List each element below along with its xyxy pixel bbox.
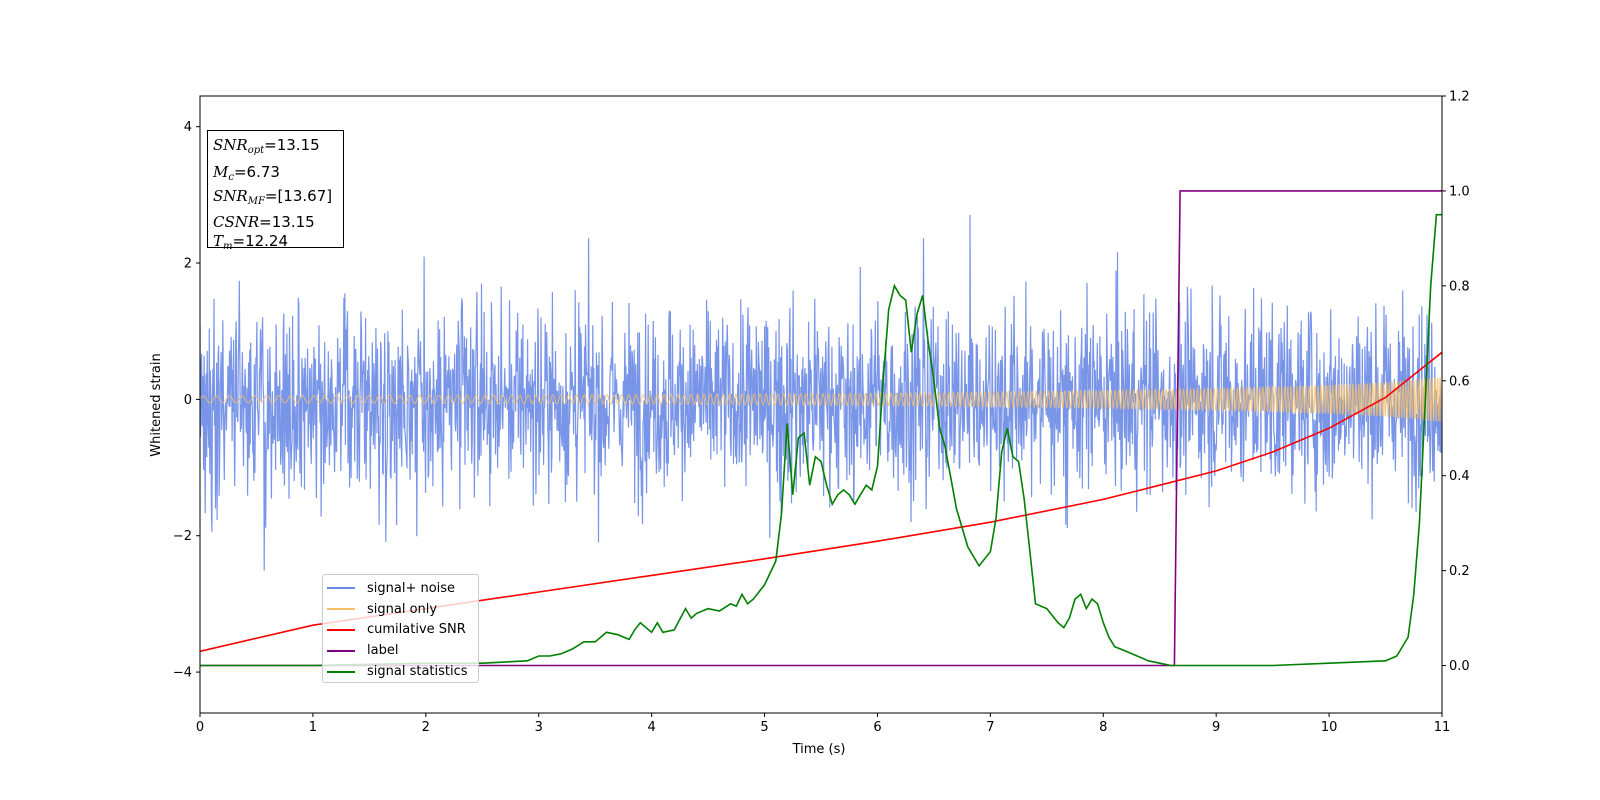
- series-signal-statistics-line: [200, 213, 1442, 667]
- legend-swatch: [327, 628, 355, 631]
- y-right-tick-label: 1.0: [1449, 184, 1470, 199]
- y-right-tick-label: 0.8: [1449, 279, 1470, 294]
- x-tick-label: 10: [1321, 720, 1338, 735]
- x-tick-label: 1: [309, 720, 317, 735]
- mc-text: Mc=6.73: [213, 162, 280, 183]
- legend-item-signal-noise: signal+ noise: [327, 578, 478, 599]
- series-signal-noise-line: [200, 214, 1442, 571]
- x-tick-label: 2: [422, 720, 430, 735]
- legend-swatch: [327, 608, 355, 611]
- legend-swatch: [327, 649, 355, 652]
- csnr-text: CSNR=13.15: [213, 212, 315, 231]
- legend: signal+ noise signal only cumilative SNR…: [322, 574, 479, 683]
- x-tick-label: 4: [647, 720, 655, 735]
- y-left-tick-label: −4: [173, 666, 192, 681]
- legend-swatch: [327, 587, 355, 590]
- legend-item-cumulative-snr: cumilative SNR: [327, 620, 478, 641]
- x-tick-label: 8: [1099, 720, 1107, 735]
- legend-swatch: [327, 670, 355, 673]
- tm-text: Tm=12.24: [213, 232, 289, 252]
- x-tick-label: 6: [873, 720, 881, 735]
- y-left-tick-label: 0: [184, 393, 192, 408]
- y-right-tick-label: 0.6: [1449, 374, 1470, 389]
- x-tick-label: 9: [1212, 720, 1220, 735]
- y-left-tick-label: 4: [184, 120, 192, 135]
- series-signal-only-line: [200, 377, 1442, 423]
- snr-mf-text: SNRMF=[13.67]: [213, 187, 333, 207]
- y-left-tick-label: 2: [184, 257, 192, 272]
- snr-opt-text: SNRopt=13.15: [213, 136, 320, 156]
- y-left-tick-label: −2: [173, 529, 192, 544]
- y-right-tick-label: 1.2: [1449, 90, 1470, 105]
- x-tick-label: 0: [196, 720, 204, 735]
- x-tick-label: 11: [1434, 720, 1451, 735]
- y-right-tick-label: 0.4: [1449, 469, 1470, 484]
- annotation-box: SNRopt=13.15 Mc=6.73 SNRMF=[13.67] CSNR=…: [207, 130, 344, 252]
- legend-item-label: label: [327, 640, 478, 661]
- x-tick-label: 3: [535, 720, 543, 735]
- legend-item-signal-statistics: signal statistics: [327, 661, 478, 682]
- axes-frame: [199, 95, 1443, 714]
- x-axis-label: Time (s): [792, 742, 846, 757]
- axis-ticks: 0 1 2 3 4 5 6 7 8 9 10 11 −4 −2 0 2 4 0.0 0.2 0.4 0.6 0.8 1.0 1…: [173, 90, 1470, 736]
- y-axis-label: Whitened strain: [149, 353, 164, 456]
- y-right-tick-label: 0.0: [1449, 659, 1470, 674]
- series-label-line: [200, 190, 1442, 667]
- x-tick-label: 5: [760, 720, 768, 735]
- legend-item-signal-only: signal only: [327, 599, 478, 620]
- x-tick-label: 7: [986, 720, 994, 735]
- y-right-tick-label: 0.2: [1449, 564, 1470, 579]
